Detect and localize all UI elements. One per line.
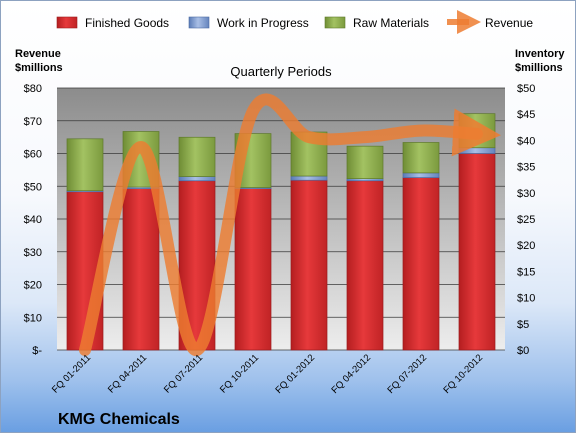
bars: [66, 113, 496, 351]
left-tick-label: $20: [24, 280, 42, 292]
legend-item-revenue: Revenue: [447, 10, 533, 34]
right-tick-label: $20: [517, 240, 535, 252]
bar-finished-goods: [402, 177, 440, 351]
category-label: FQ 10-2012: [441, 352, 485, 396]
right-axis-title-line1: Inventory: [515, 48, 565, 60]
bar-finished-goods: [122, 188, 160, 351]
left-axis-title-line2: $millions: [15, 62, 63, 74]
company-name: KMG Chemicals: [58, 411, 180, 428]
left-tick-label: $50: [24, 181, 42, 193]
legend-item-work-in-progress: Work in Progress: [188, 16, 309, 30]
category-axis: FQ 01-2011 FQ 04-2011 FQ 07-2011 FQ 10-2011…: [50, 352, 485, 396]
right-tick-label: $50: [517, 83, 535, 95]
bar-raw-materials: [346, 145, 384, 180]
right-tick-label: $0: [517, 345, 529, 357]
left-tick-label: $10: [24, 312, 42, 324]
bar-finished-goods: [346, 180, 384, 351]
legend-item-finished-goods: Finished Goods: [56, 16, 169, 30]
category-label: FQ 01-2011: [50, 352, 93, 395]
category-label: FQ 07-2011: [162, 352, 205, 395]
legend-label-finished-goods: Finished Goods: [85, 16, 169, 30]
right-tick-label: $5: [517, 319, 529, 331]
left-tick-label: $-: [32, 345, 42, 357]
bar-raw-materials: [402, 142, 440, 174]
revenue-line-layer: [79, 93, 501, 357]
left-tick-label: $60: [24, 149, 42, 161]
category-label: FQ 01-2012: [273, 352, 317, 396]
legend-label-raw-materials: Raw Materials: [353, 16, 429, 30]
right-tick-label: $35: [517, 162, 535, 174]
category-label: FQ 04-2011: [106, 352, 149, 395]
bar-work-in-progress: [458, 147, 496, 154]
revenue-line: [79, 93, 501, 357]
category-label: FQ 07-2012: [385, 352, 429, 396]
legend: Finished Goods Work in Progress Raw Mate…: [56, 10, 533, 34]
right-axis: $0 $5 $10 $15 $20 $25 $30 $35 $40 $45 $50: [517, 83, 535, 357]
right-tick-label: $10: [517, 293, 535, 305]
left-tick-label: $30: [24, 247, 42, 259]
bar-finished-goods: [290, 179, 328, 351]
legend-item-raw-materials: Raw Materials: [324, 16, 429, 30]
left-tick-label: $70: [24, 116, 42, 128]
left-tick-label: $40: [24, 214, 42, 226]
legend-label-work-in-progress: Work in Progress: [217, 16, 309, 30]
bar-finished-goods: [234, 188, 272, 351]
bar-work-in-progress: [290, 175, 328, 181]
left-tick-label: $80: [24, 83, 42, 95]
bar-finished-goods: [458, 153, 496, 351]
category-label: FQ 10-2011: [218, 352, 261, 395]
left-axis-title-line1: Revenue: [15, 48, 61, 60]
chart-subtitle: Quarterly Periods: [230, 64, 332, 79]
legend-label-revenue: Revenue: [485, 16, 533, 30]
right-tick-label: $15: [517, 266, 535, 278]
category-label: FQ 04-2012: [329, 352, 373, 396]
bar-work-in-progress: [402, 172, 440, 178]
right-tick-label: $45: [517, 109, 535, 121]
right-tick-label: $30: [517, 188, 535, 200]
bar-raw-materials: [178, 136, 216, 177]
right-axis-title-line2: $millions: [515, 62, 563, 74]
bar-raw-materials: [66, 138, 104, 192]
bar-work-in-progress: [178, 176, 216, 182]
right-tick-label: $40: [517, 135, 535, 147]
right-tick-label: $25: [517, 214, 535, 226]
left-axis: $- $10 $20 $30 $40 $50 $60 $70 $80: [24, 83, 43, 357]
